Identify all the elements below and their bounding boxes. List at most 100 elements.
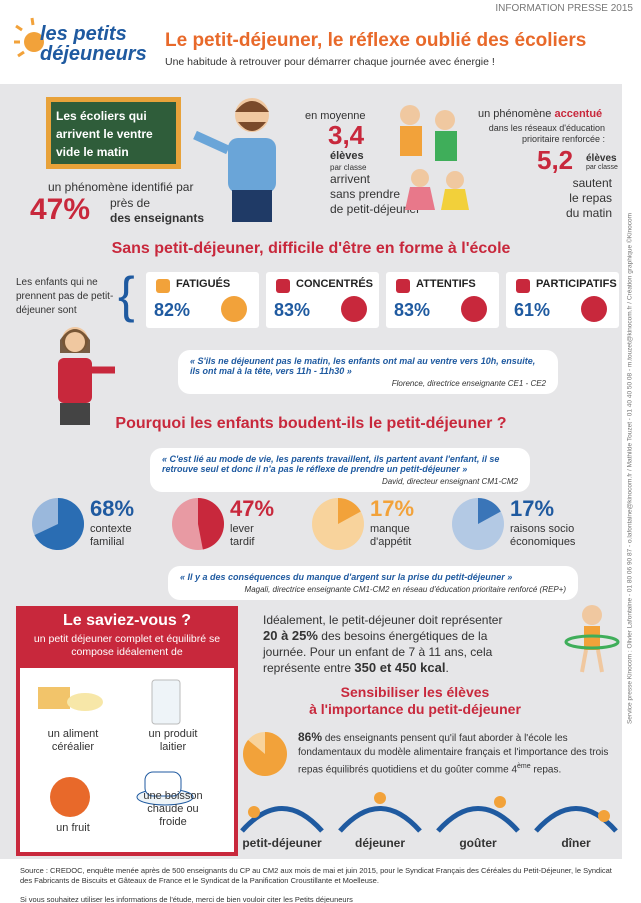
- average-pre: en moyenne: [305, 110, 366, 122]
- pie-slice: [34, 498, 84, 550]
- quote-author: David, directeur enseignant CM1-CM2: [381, 477, 518, 486]
- aware-text: 86% des enseignants pensent qu'il faut a…: [298, 730, 618, 777]
- text-bold: 20 à 25%: [263, 628, 318, 643]
- quote-text: « S'ils ne déjeunent pas le matin, les e…: [190, 356, 536, 376]
- average-lines: arrivent sans prendre de petit-déjeuner: [330, 172, 420, 217]
- pie-pct: 17%: [510, 496, 555, 521]
- effect-card: CONCENTRÉS 83%: [266, 272, 379, 328]
- reason-pie: [452, 498, 504, 550]
- line: le repas: [569, 191, 612, 205]
- quote-author: Florence, directrice enseignante CE1 - C…: [391, 379, 546, 388]
- line: à l'importance du petit-déjeuner: [309, 701, 521, 717]
- section-heading: Sans petit-déjeuner, difficile d'être en…: [111, 240, 511, 257]
- food-item: un produit laitier: [128, 728, 218, 754]
- meal-label: dîner: [561, 836, 591, 850]
- food-item: une boisson chaude ou froide: [128, 790, 218, 829]
- text: .: [445, 661, 449, 675]
- meal-label: déjeuner: [354, 836, 405, 850]
- priority-line: prioritaire renforcée :: [521, 134, 605, 144]
- average-sub: par classe: [330, 163, 367, 172]
- line: économiques: [510, 536, 576, 548]
- line: Sensibiliser les élèves: [340, 684, 490, 700]
- line: un aliment: [47, 728, 99, 740]
- meal-label: goûter: [459, 836, 497, 850]
- know-intro: un petit déjeuner complet et équilibré s…: [33, 633, 221, 658]
- average-num: 3,4: [328, 120, 365, 150]
- know-title: Le saviez-vous ?: [62, 612, 192, 629]
- pie-slice: [243, 732, 287, 776]
- pie-text: lever tardif: [230, 523, 254, 549]
- pie-text: contexte familial: [90, 523, 132, 549]
- text: repas.: [530, 764, 562, 776]
- cite: Si vous souhaitez utiliser les informati…: [20, 895, 353, 903]
- line: familial: [90, 536, 125, 548]
- card-icon: [396, 279, 410, 293]
- section-heading: Pourquoi les enfants boudent-ils le peti…: [115, 415, 507, 432]
- effects-intro: Les enfants qui ne prennent pas de petit…: [16, 277, 114, 316]
- line: lever: [230, 523, 254, 535]
- text-bold: 350 et 450 kcal: [354, 660, 446, 675]
- pie-pct: 47%: [230, 496, 275, 521]
- pie-text: manque d'appétit: [370, 523, 411, 549]
- teachers-pct: 47%: [30, 193, 91, 226]
- line: raisons socio: [510, 523, 575, 535]
- teacher-illustration: [193, 98, 276, 222]
- source: Source : CREDOC, enquête menée après de …: [20, 866, 612, 885]
- know-header: Le saviez-vous ? un petit déjeuner compl…: [16, 606, 238, 668]
- reason-pie: [312, 498, 364, 550]
- card-label: FATIGUÉS: [176, 278, 231, 290]
- card-illustration: [581, 296, 607, 322]
- text-sup: ème: [517, 763, 531, 770]
- line: du matin: [565, 206, 612, 220]
- quote-text: « C'est lié au mode de vie, les parents …: [162, 454, 500, 474]
- card-illustration: [461, 296, 487, 322]
- press-label: INFORMATION PRESSE 2015: [495, 3, 633, 14]
- line: chaude ou: [147, 803, 199, 815]
- line: un produit: [148, 728, 198, 740]
- teacher-woman-illustration: [58, 327, 115, 425]
- line: une boisson: [143, 790, 203, 802]
- card-label: PARTICIPATIFS: [536, 278, 617, 290]
- quote: « C'est lié au mode de vie, les parents …: [150, 448, 530, 492]
- energy-text: Idéalement, le petit-déjeuner doit repré…: [263, 612, 518, 676]
- card-illustration: [221, 296, 247, 322]
- aware-pct: 86%: [298, 730, 323, 744]
- title: Le petit-déjeuner, le réflexe oublié des…: [165, 30, 587, 51]
- line: sautent: [572, 176, 612, 190]
- card-illustration: [341, 296, 367, 322]
- text: un phénomène: [478, 108, 552, 120]
- line: froide: [159, 816, 187, 828]
- priority-lines: sautent le repas du matin: [540, 176, 612, 221]
- pie-text: raisons socio économiques: [510, 523, 575, 549]
- priority-num: 5,2: [537, 145, 574, 175]
- line: un fruit: [56, 822, 90, 834]
- quote: « Il y a des conséquences du manque d'ar…: [168, 566, 578, 600]
- line: contexte: [90, 523, 132, 535]
- girl-illustration: [564, 605, 620, 673]
- food-illustrations: [38, 679, 194, 817]
- average-unit: élèves: [330, 150, 364, 162]
- teachers-who: des enseignants: [110, 211, 205, 225]
- aware-heading: Sensibiliser les élèves à l'importance du…: [250, 684, 580, 718]
- brace: {: [118, 267, 135, 323]
- subtitle: Une habitude à retrouver pour démarrer c…: [165, 56, 495, 68]
- line: de petit-déjeuner: [330, 202, 421, 216]
- card-icon: [156, 279, 170, 293]
- line: arrivent: [330, 172, 371, 186]
- priority-line: dans les réseaux d'éducation: [488, 123, 605, 133]
- credit: Service presse Kinocom : Olivier Lafonta…: [626, 212, 634, 725]
- effect-card: ATTENTIFS 83%: [386, 272, 499, 328]
- text: des besoins énergétiques de la journée. …: [263, 629, 493, 675]
- logo-line: les petits: [40, 23, 127, 45]
- reason-pie: [172, 498, 224, 550]
- effect-card: PARTICIPATIFS 61%: [506, 272, 619, 328]
- text: Idéalement, le petit-déjeuner doit repré…: [263, 613, 503, 627]
- line: tardif: [230, 536, 255, 548]
- quote-author: Magali, directrice enseignante CM1-CM2 e…: [244, 585, 566, 594]
- logo-sun: [14, 17, 44, 58]
- aware-pie: [243, 732, 287, 776]
- quote-text: « Il y a des conséquences du manque d'ar…: [180, 572, 513, 582]
- card-pct: 82%: [154, 300, 191, 320]
- logo: les petits déjeuneurs: [40, 24, 147, 64]
- meal-arcs: [240, 792, 618, 833]
